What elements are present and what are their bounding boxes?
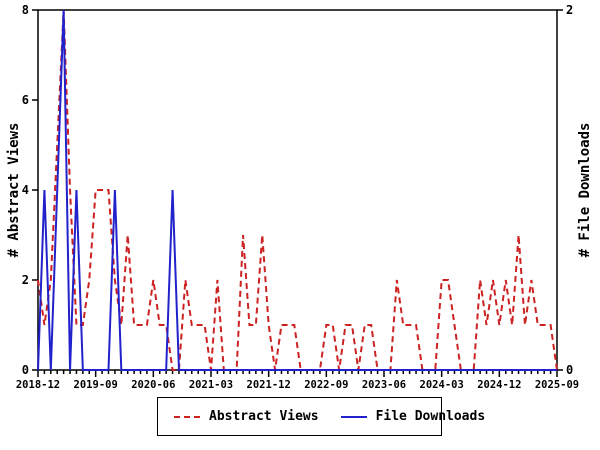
x-axis-tick-label: 2025-09 bbox=[535, 379, 579, 391]
left-y-tick-label: 2 bbox=[22, 273, 29, 287]
right-y-axis: 02 bbox=[557, 3, 573, 377]
abstract-views-legend-key-line bbox=[174, 415, 200, 418]
x-axis-tick-label: 2021-03 bbox=[189, 379, 233, 391]
file-downloads-legend-key-line bbox=[340, 415, 367, 418]
x-axis-tick-label: 2019-09 bbox=[74, 379, 118, 391]
left-y-axis: 0 2 4 6 8 bbox=[22, 3, 38, 377]
right-y-tick-label: 2 bbox=[566, 3, 573, 17]
x-axis: 2018-12 2019-09 2020-06 2021-03 2021-12 2022-… bbox=[16, 370, 579, 391]
left-y-tick-label: 8 bbox=[22, 3, 29, 17]
left-y-tick-label: 4 bbox=[22, 183, 29, 197]
file-downloads-line bbox=[37, 9, 557, 371]
x-axis-tick-label: 2018-12 bbox=[16, 379, 60, 391]
x-axis-tick-label: 2023-06 bbox=[362, 379, 406, 391]
abstract-views-legend-label: Abstract Views bbox=[209, 409, 319, 424]
x-axis-tick-label: 2020-06 bbox=[131, 379, 175, 391]
x-axis-tick-label: 2022-09 bbox=[304, 379, 348, 391]
left-axis-title: # Abstract Views bbox=[6, 122, 22, 258]
abstract-views-line bbox=[37, 9, 558, 371]
right-axis-title: # File Downloads bbox=[577, 122, 593, 258]
left-y-tick-label: 6 bbox=[22, 93, 29, 107]
x-axis-tick-label: 2024-12 bbox=[477, 379, 521, 391]
left-y-tick-label: 0 bbox=[22, 363, 29, 377]
legend: Abstract Views File Downloads bbox=[157, 397, 485, 436]
right-y-tick-label: 0 bbox=[566, 363, 573, 377]
x-axis-tick-label: 2024-03 bbox=[420, 379, 464, 391]
file-downloads-legend-label: File Downloads bbox=[375, 409, 486, 424]
x-axis-tick-label: 2021-12 bbox=[247, 379, 291, 391]
